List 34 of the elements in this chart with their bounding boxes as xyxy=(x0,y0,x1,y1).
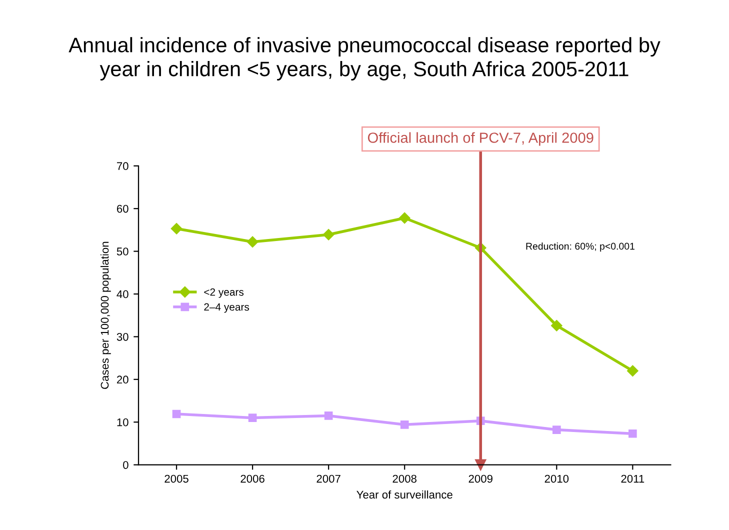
point xyxy=(170,223,182,234)
point xyxy=(324,412,333,420)
y-tick-label: 40 xyxy=(116,290,128,298)
y-tick-label: 20 xyxy=(116,376,128,384)
x-tick-label: 2006 xyxy=(240,474,264,483)
x-tick-label: 2007 xyxy=(316,474,340,483)
x-tick-label: 2008 xyxy=(392,474,416,483)
legend-label: <2 years xyxy=(204,288,244,298)
x-tick-label: 2009 xyxy=(468,474,492,483)
y-tick-label: 70 xyxy=(117,162,128,170)
chart-title: Annual incidence of invasive pneumococcal disease reported by year in children <5 years, by age, South Africa 2005-2011 xyxy=(68,37,660,80)
point xyxy=(627,365,638,376)
y-axis-title: Cases per 100,000 population xyxy=(100,242,111,389)
x-tick-label: 2010 xyxy=(544,474,569,483)
y-tick-label: 30 xyxy=(116,332,128,341)
point xyxy=(551,320,562,332)
annotation: Reduction: 60%; p<0.001 xyxy=(526,242,634,252)
point xyxy=(322,229,334,240)
point xyxy=(628,429,637,438)
y-tick-label: 50 xyxy=(116,248,128,256)
ref-line-label: Official launch of PCV-7, April 2009 xyxy=(368,132,594,146)
x-tick-label: 2005 xyxy=(164,474,188,483)
point xyxy=(246,236,258,248)
point xyxy=(172,410,181,418)
legend-label: 2–4 years xyxy=(204,303,250,313)
y-tick-label: 60 xyxy=(116,204,128,213)
point xyxy=(400,420,409,429)
y-tick-label: 0 xyxy=(123,461,128,469)
point xyxy=(248,414,257,422)
y-tick-label: 10 xyxy=(117,418,128,426)
point xyxy=(552,426,561,434)
point xyxy=(398,212,410,224)
x-axis-title: Year of surveillance xyxy=(356,490,452,499)
x-tick-label: 2011 xyxy=(621,474,644,483)
